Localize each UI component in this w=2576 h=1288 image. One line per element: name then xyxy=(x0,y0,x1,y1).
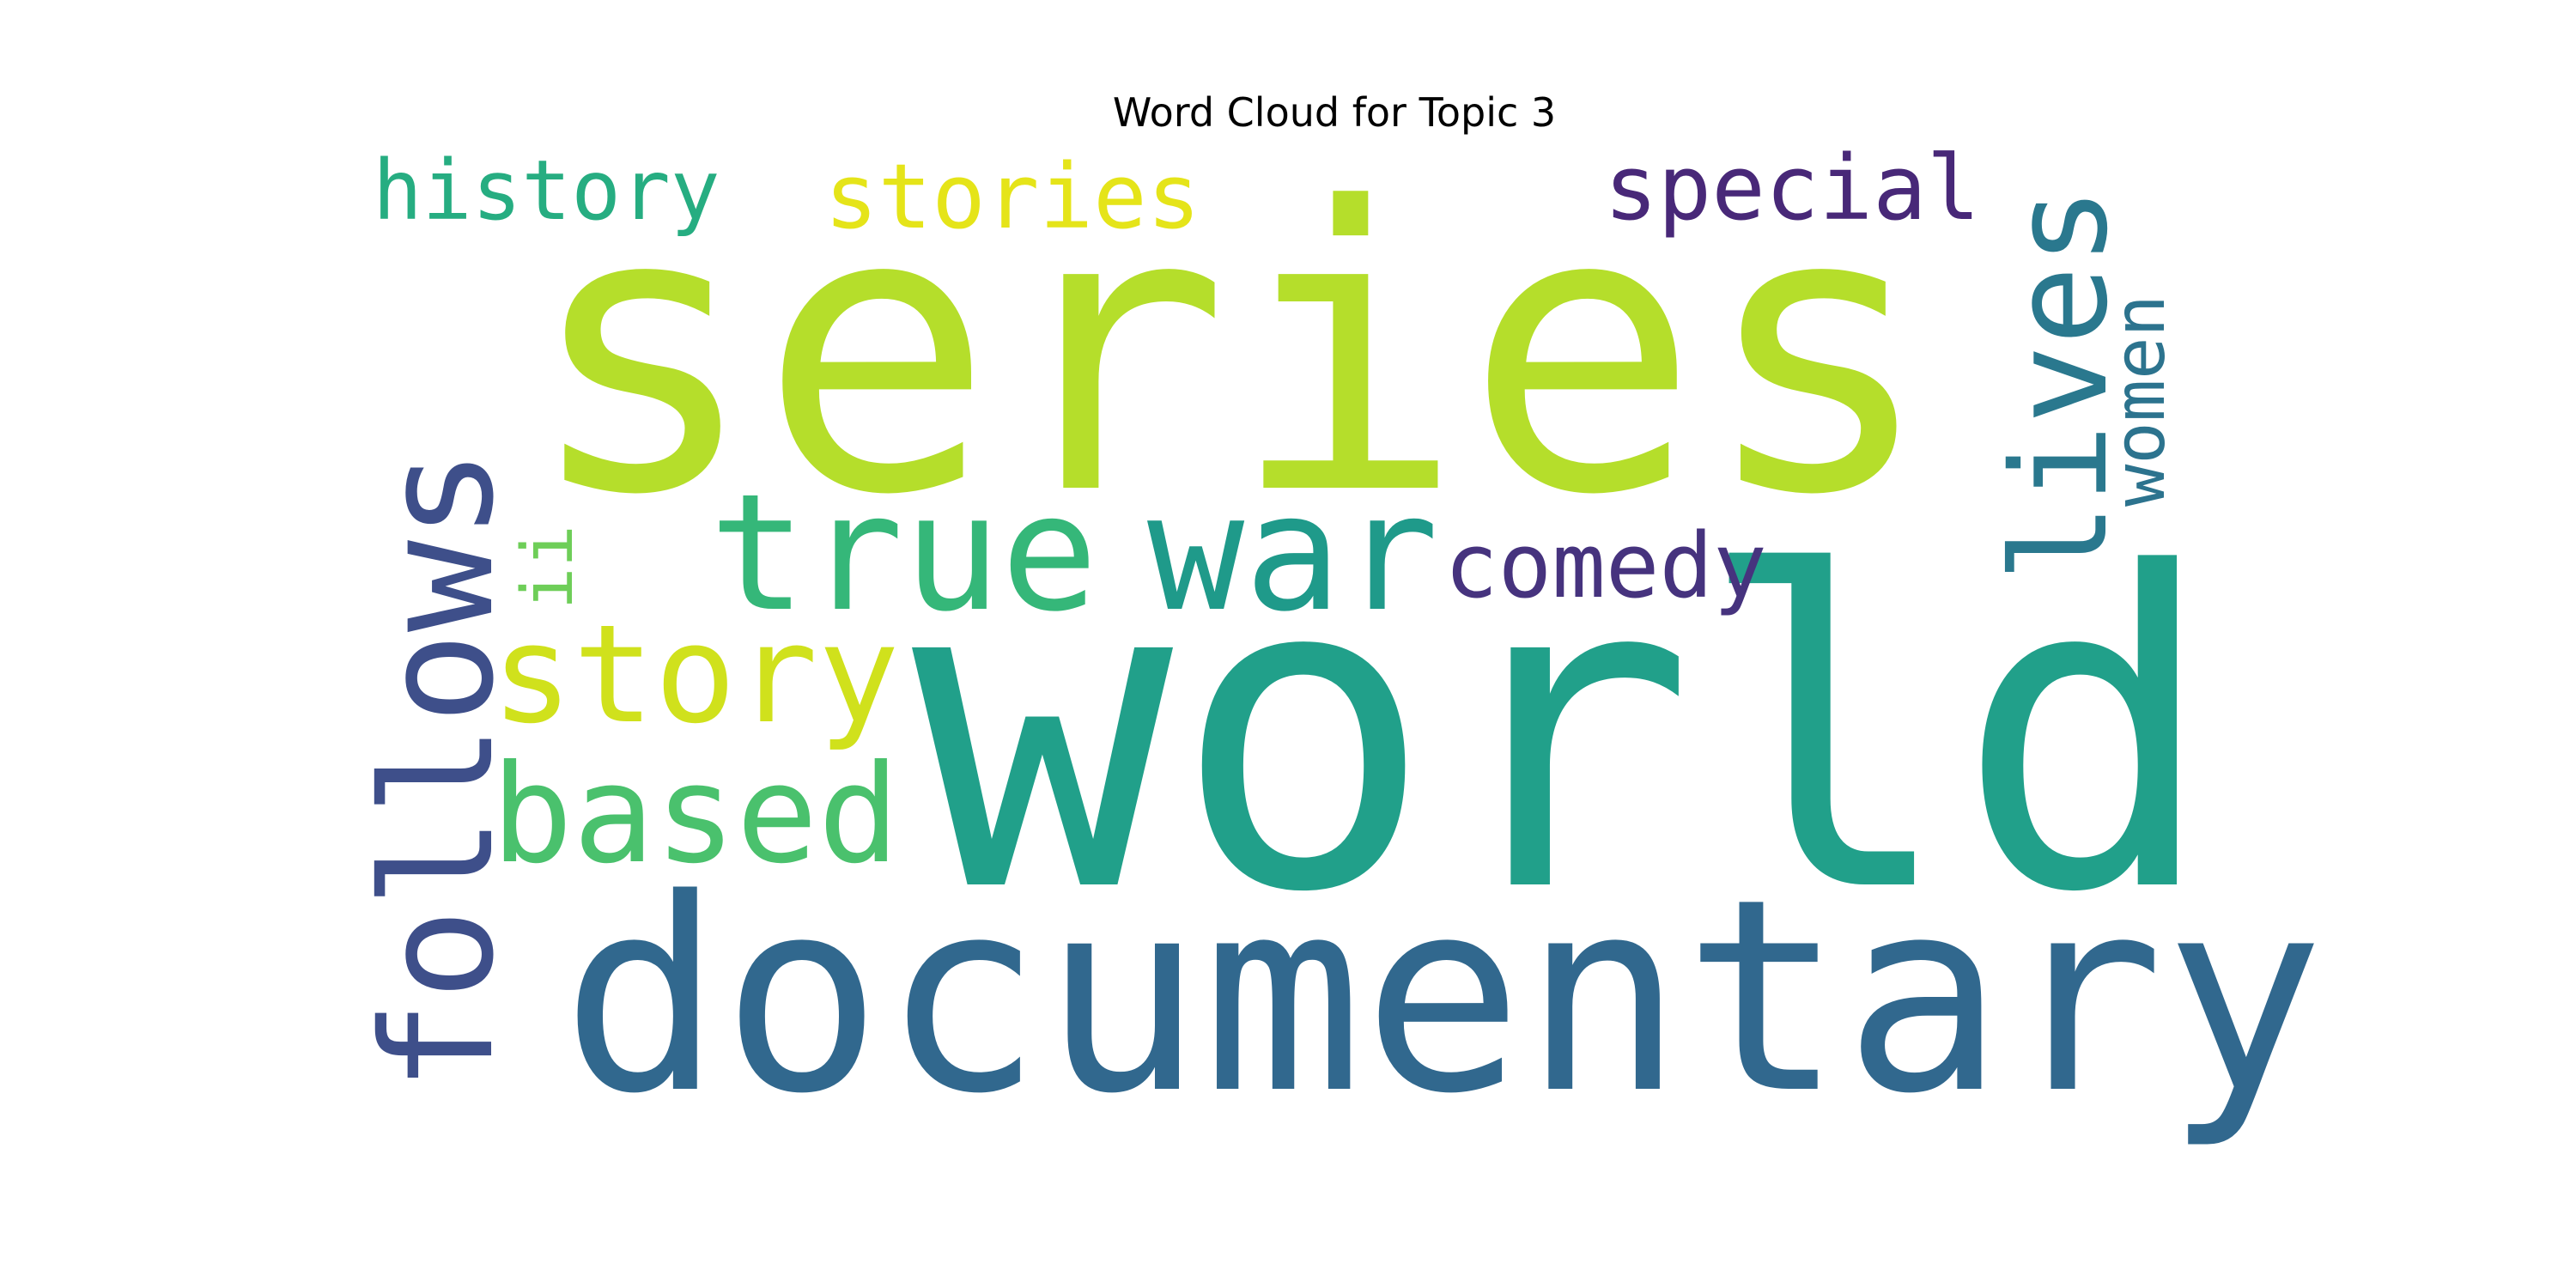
word-women: women xyxy=(2099,295,2181,507)
word-special: special xyxy=(1604,136,1980,240)
word-true: true xyxy=(709,459,1098,647)
word-story: story xyxy=(491,596,900,754)
word-series: series xyxy=(524,126,1935,580)
word-documentary: documentary xyxy=(562,842,2324,1152)
chart-title: Word Cloud for Topic 3 xyxy=(1112,89,1557,136)
word-ii: ii xyxy=(507,525,589,610)
word-comedy: comedy xyxy=(1444,513,1767,618)
word-war: war xyxy=(1147,459,1439,647)
word-based: based xyxy=(491,736,900,894)
word-lives: lives xyxy=(1984,186,2137,582)
word-stories: stories xyxy=(824,144,1200,249)
word-world: world xyxy=(912,483,2217,987)
word-history: history xyxy=(373,143,720,239)
word-follows: follows xyxy=(349,448,527,1092)
